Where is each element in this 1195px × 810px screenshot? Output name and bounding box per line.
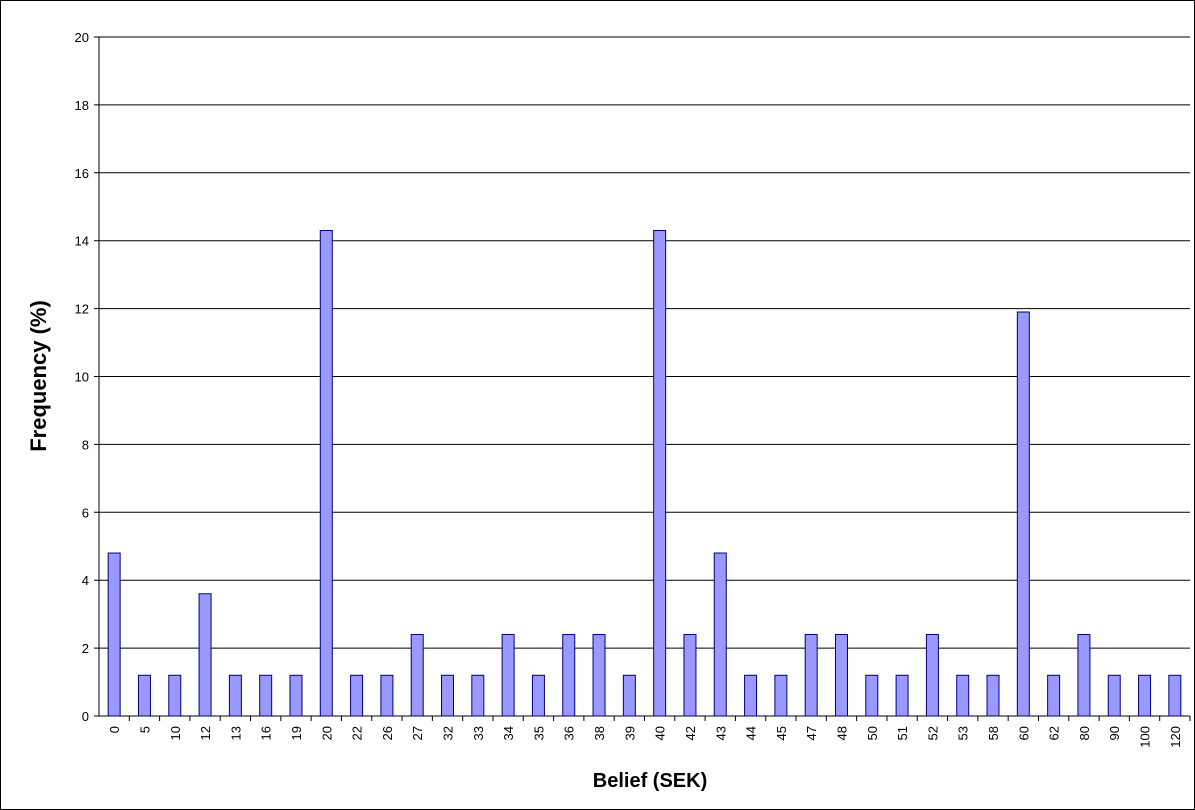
y-tick-label: 8 bbox=[82, 437, 89, 452]
x-tick-label: 50 bbox=[865, 726, 880, 740]
x-tick-label: 43 bbox=[713, 726, 728, 740]
y-axis-title: Frequency (%) bbox=[26, 300, 51, 452]
bar bbox=[198, 593, 212, 717]
bar bbox=[441, 674, 455, 717]
bar bbox=[774, 674, 788, 717]
x-tick-label: 33 bbox=[471, 726, 486, 740]
x-tick-label: 100 bbox=[1138, 726, 1153, 748]
bar bbox=[622, 674, 636, 717]
bar bbox=[350, 674, 364, 717]
x-tick-label: 45 bbox=[774, 726, 789, 740]
bar bbox=[168, 674, 182, 717]
bar bbox=[1016, 311, 1030, 717]
x-tick-label: 19 bbox=[289, 726, 304, 740]
x-tick-label: 16 bbox=[259, 726, 274, 740]
bar bbox=[1168, 674, 1182, 717]
x-tick-label: 0 bbox=[107, 726, 122, 733]
x-tick-label: 48 bbox=[834, 726, 849, 740]
bar bbox=[1047, 674, 1061, 717]
y-tick-label: 0 bbox=[82, 709, 89, 724]
bar bbox=[1138, 674, 1152, 717]
y-tick-label: 10 bbox=[75, 370, 89, 385]
bar bbox=[683, 634, 697, 717]
y-tick-label: 16 bbox=[75, 166, 89, 181]
bar bbox=[259, 674, 273, 717]
x-tick-label: 27 bbox=[410, 726, 425, 740]
bar bbox=[501, 634, 515, 717]
bar bbox=[986, 674, 1000, 717]
bar bbox=[1107, 674, 1121, 717]
bar bbox=[289, 674, 303, 717]
x-tick-label: 60 bbox=[1016, 726, 1031, 740]
bar bbox=[319, 230, 333, 717]
x-tick-label: 47 bbox=[804, 726, 819, 740]
bar bbox=[471, 674, 485, 717]
x-tick-label: 120 bbox=[1168, 726, 1183, 748]
x-tick-label: 22 bbox=[350, 726, 365, 740]
x-tick-label: 58 bbox=[986, 726, 1001, 740]
x-tick-label: 13 bbox=[228, 726, 243, 740]
y-tick-label: 6 bbox=[82, 505, 89, 520]
bar bbox=[107, 552, 121, 717]
bar bbox=[956, 674, 970, 717]
bar bbox=[895, 674, 909, 717]
y-tick-label: 2 bbox=[82, 641, 89, 656]
y-tick-label: 4 bbox=[82, 573, 89, 588]
x-tick-label: 35 bbox=[531, 726, 546, 740]
bar bbox=[592, 634, 606, 717]
y-tick-label: 14 bbox=[75, 234, 89, 249]
x-tick-label: 38 bbox=[592, 726, 607, 740]
x-tick-label: 10 bbox=[168, 726, 183, 740]
x-tick-label: 51 bbox=[895, 726, 910, 740]
bar bbox=[744, 674, 758, 717]
x-tick-label: 32 bbox=[441, 726, 456, 740]
x-tick-label: 52 bbox=[925, 726, 940, 740]
x-tick-label: 90 bbox=[1107, 726, 1122, 740]
x-tick-label: 42 bbox=[683, 726, 698, 740]
bar bbox=[380, 674, 394, 717]
x-tick-label: 53 bbox=[956, 726, 971, 740]
bar bbox=[562, 634, 576, 717]
x-tick-label: 5 bbox=[137, 726, 152, 733]
x-tick-label: 20 bbox=[319, 726, 334, 740]
bar bbox=[1077, 634, 1091, 717]
x-tick-label: 40 bbox=[653, 726, 668, 740]
bar bbox=[834, 634, 848, 717]
x-tick-label: 62 bbox=[1047, 726, 1062, 740]
bar bbox=[653, 230, 667, 717]
bar bbox=[410, 634, 424, 717]
bar bbox=[804, 634, 818, 717]
x-tick-label: 80 bbox=[1077, 726, 1092, 740]
x-axis-title: Belief (SEK) bbox=[593, 770, 707, 792]
bar bbox=[228, 674, 242, 717]
x-tick-label: 44 bbox=[744, 726, 759, 740]
x-tick-label: 34 bbox=[501, 726, 516, 740]
x-tick-label: 39 bbox=[622, 726, 637, 740]
y-tick-label: 20 bbox=[75, 30, 89, 45]
bar bbox=[137, 674, 151, 717]
y-tick-label: 18 bbox=[75, 98, 89, 113]
x-tick-label: 12 bbox=[198, 726, 213, 740]
y-tick-label: 12 bbox=[75, 302, 89, 317]
bar bbox=[925, 634, 939, 717]
x-tick-label: 26 bbox=[380, 726, 395, 740]
bar bbox=[713, 552, 727, 717]
bar bbox=[531, 674, 545, 717]
x-tick-label: 36 bbox=[562, 726, 577, 740]
bar bbox=[865, 674, 879, 717]
